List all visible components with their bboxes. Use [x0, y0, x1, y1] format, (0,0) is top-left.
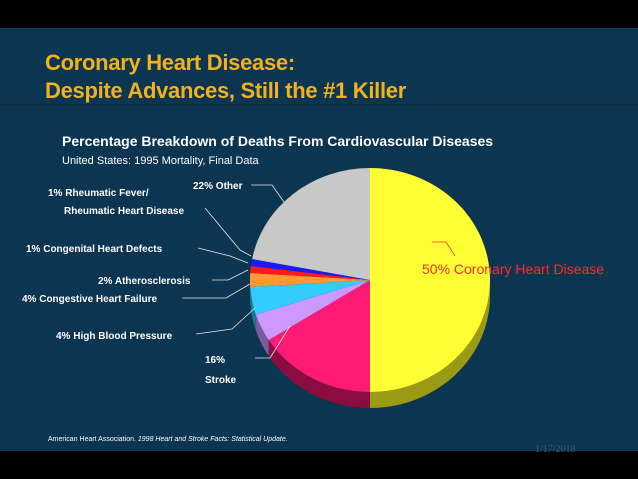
leader-line-16-stroke: [255, 325, 291, 359]
leader-line-2-atherosclerosis: [212, 269, 249, 281]
slice-label-1-rheumatic-fever-rheumatic-heart-disease: 1% Rheumatic Fever/Rheumatic Heart Disea…: [48, 188, 184, 217]
pie-slice-4-congestive-heart-failure: [250, 280, 370, 315]
leader-line-50-coronary-heart-disease: [432, 241, 456, 257]
slice-label-2-atherosclerosis: 2% Atherosclerosis: [98, 276, 191, 287]
slice-label-50-coronary-heart-disease: 50% Coronary Heart Disease: [422, 261, 604, 277]
leader-line-1-rheumatic-fever-rheumatic-heart-disease: [204, 207, 252, 257]
slice-label-16-stroke: 16% Stroke: [205, 355, 237, 386]
pie-side-16-stroke: [268, 340, 370, 408]
pie-slice-16-stroke: [268, 280, 370, 392]
slide-title-line2: Despite Advances, Still the #1 Killer: [45, 78, 406, 103]
pie-slice-1-congenital-heart-defects: [250, 265, 370, 280]
source-org: American Heart Association.: [48, 436, 136, 443]
pie-slice-4-high-blood-pressure: [255, 280, 370, 341]
top-letterbox-bar: [0, 0, 638, 28]
pie-side-50-coronary-heart-disease: [370, 280, 490, 408]
leader-line-4-congestive-heart-failure: [182, 283, 251, 299]
leader-line-1-congenital-heart-defects: [197, 247, 249, 264]
leader-lines: [182, 184, 456, 359]
pie-slice-1-rheumatic-fever-rheumatic-heart-disease: [250, 259, 370, 280]
leader-line-4-high-blood-pressure: [195, 307, 256, 335]
chart-title: Percentage Breakdown of Deaths From Card…: [62, 133, 494, 149]
pie-side-4-high-blood-pressure: [255, 314, 269, 357]
pie-slice-50-coronary-heart-disease: [370, 168, 490, 392]
pie-slice-2-atherosclerosis: [249, 272, 370, 288]
slice-label-22-other: 22% Other: [193, 181, 243, 192]
leader-line-22-other: [251, 184, 285, 203]
slice-label-1-congenital-heart-defects: 1% Congenital Heart Defects: [26, 244, 163, 255]
slide-date: 1/17/2018: [535, 444, 576, 455]
source-citation: American Heart Association. 1998 Heart a…: [48, 436, 288, 443]
pie-side-layer: [250, 280, 490, 408]
pie-top-layer: [249, 168, 490, 392]
slice-label-4-high-blood-pressure: 4% High Blood Pressure: [56, 331, 173, 342]
pie-slice-22-other: [252, 168, 370, 280]
source-publication: 1998 Heart and Stroke Facts: Statistical…: [137, 436, 288, 443]
title-divider: [0, 104, 638, 106]
chart-subtitle: United States: 1995 Mortality, Final Dat…: [62, 155, 259, 167]
pie-side-4-congestive-heart-failure: [250, 287, 256, 331]
slice-label-4-congestive-heart-failure: 4% Congestive Heart Failure: [22, 294, 157, 305]
bottom-letterbox-bar: [0, 451, 638, 479]
slice-labels: 50% Coronary Heart Disease 16% Stroke 4% Hi…: [22, 181, 604, 386]
slide-title-line1: Coronary Heart Disease:: [45, 50, 295, 75]
